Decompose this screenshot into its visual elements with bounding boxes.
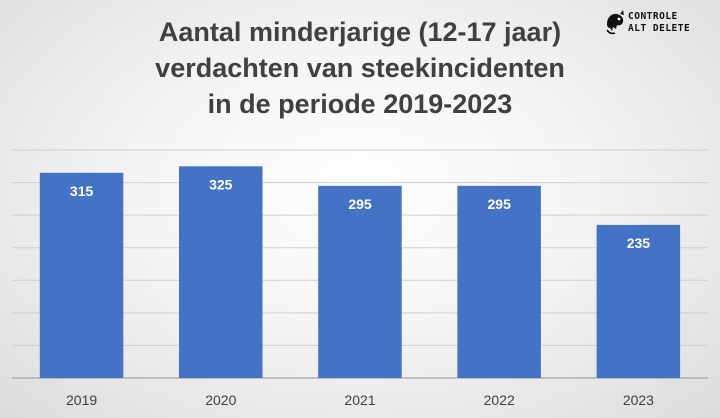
title-line-3: in de periode 2019-2023 — [207, 89, 513, 119]
logo-line-2: ALT DELETE — [628, 23, 691, 34]
x-tick-label-2020: 2020 — [205, 392, 236, 408]
logo: CONTROLE ALT DELETE — [604, 8, 716, 38]
x-tick-label-2021: 2021 — [344, 392, 375, 408]
x-tick-label-2023: 2023 — [623, 392, 654, 408]
bar-2021 — [318, 185, 402, 378]
chameleon-icon — [606, 10, 624, 35]
logo-line-1: CONTROLE — [628, 11, 678, 22]
bar-2022 — [457, 185, 541, 378]
data-label-2019: 315 — [70, 183, 94, 199]
logo-text: CONTROLE ALT DELETE — [628, 11, 690, 35]
data-label-2022: 295 — [488, 196, 512, 212]
bar-2019 — [39, 172, 124, 378]
title-line-2: verdachten van steekincidenten — [155, 53, 565, 83]
x-tick-label-2019: 2019 — [66, 392, 97, 408]
data-label-2020: 325 — [209, 176, 233, 192]
bar-2023 — [596, 224, 681, 378]
title-line-1: Aantal minderjarige (12-17 jaar) — [158, 17, 562, 47]
bar-2020 — [179, 166, 263, 378]
data-label-2023: 235 — [627, 235, 651, 251]
chart-title: Aantal minderjarige (12-17 jaar) verdach… — [0, 14, 720, 122]
data-label-2021: 295 — [348, 196, 372, 212]
x-tick-label-2022: 2022 — [484, 392, 515, 408]
